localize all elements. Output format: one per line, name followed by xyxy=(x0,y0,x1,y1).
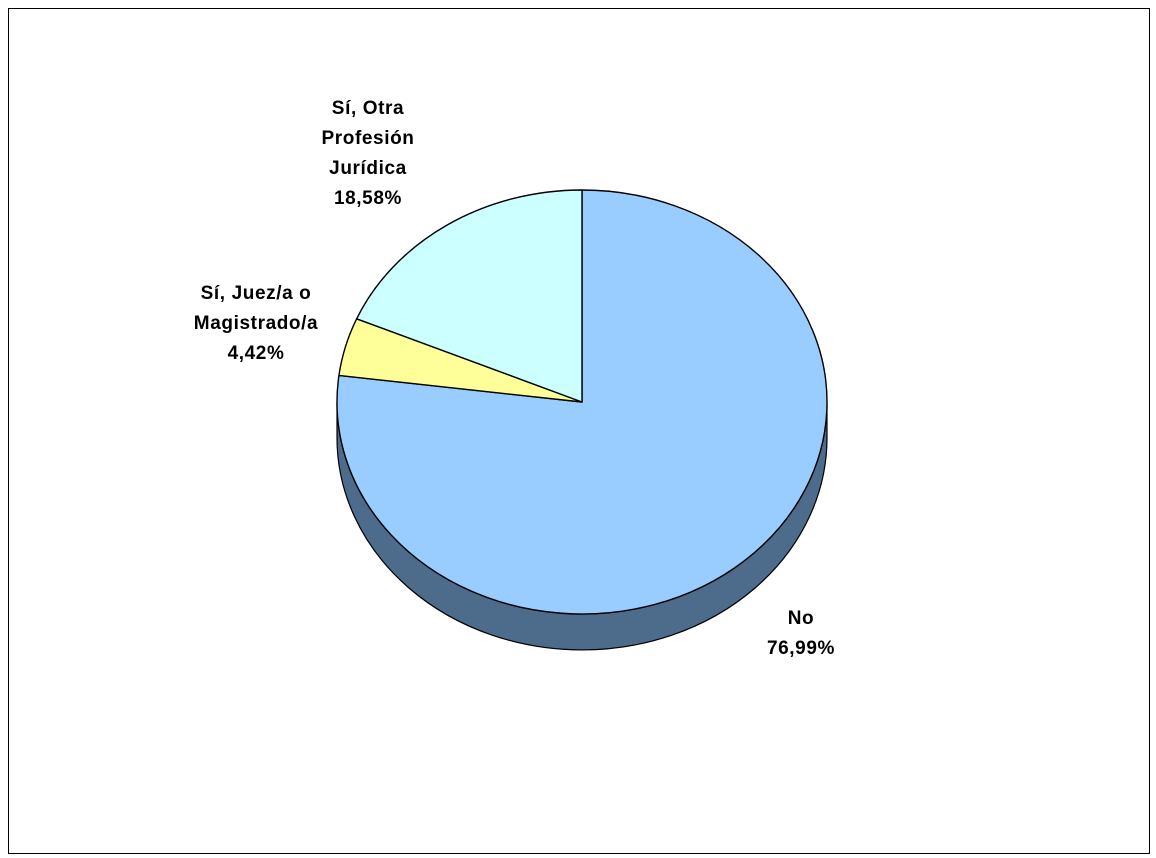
pie-slice-si-otra-profesion-juridica xyxy=(355,189,583,403)
data-label-si-juez-a-o-magistrado-a: Sí, Juez/a o Magistrado/a 4,42% xyxy=(194,283,318,364)
data-label-no: No 76,99% xyxy=(767,608,835,659)
data-label-si-otra-profesion-juridica: Sí, Otra Profesión Jurídica 18,58% xyxy=(321,98,414,209)
